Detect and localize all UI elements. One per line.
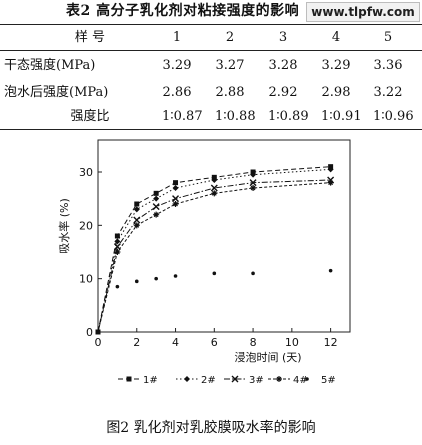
y-tick-label: 10: [79, 273, 93, 286]
x-tick-label: 10: [285, 336, 299, 349]
table-cell: 1∶0.87: [162, 109, 203, 124]
table-rule-bottom: [0, 129, 422, 130]
table-cell: 2.98: [321, 85, 351, 100]
data-point-5: [173, 274, 178, 278]
data-point-5: [115, 284, 120, 289]
table-rule-top: [0, 24, 422, 25]
legend-marker: [276, 376, 282, 382]
legend-marker: [231, 375, 239, 383]
table-header-col: 4: [331, 30, 341, 45]
table-title: 表2 高分子乳化剂对粘接强度的影响: [66, 3, 300, 19]
data-point-3: [152, 203, 160, 211]
y-tick-label: 0: [86, 326, 93, 339]
table-cell: 2.92: [268, 85, 298, 100]
data-point-4: [172, 201, 179, 207]
legend-marker: [126, 376, 132, 382]
data-point-3: [133, 216, 141, 224]
table-header-sample: 样 号: [74, 30, 106, 45]
table-cell: 3.36: [373, 58, 403, 73]
row-label-wet-strength: 泡水后强度(MPa): [4, 85, 109, 100]
table-cell: 1∶0.96: [373, 109, 414, 124]
data-point-4: [211, 190, 218, 197]
table-cell: 3.28: [268, 58, 298, 73]
plot-frame: [97, 139, 351, 333]
table-header-col: 3: [278, 30, 288, 45]
data-point-2: [133, 206, 140, 213]
table-cell: 3.22: [373, 85, 403, 100]
water-absorption-chart: 0 2 4 6 8 10 12 0 10 20 30 吸水率 (%) 浸泡时间 (天) 1# 2# 3# 4# 5…: [57, 139, 351, 386]
data-point-5: [251, 271, 255, 276]
table-cell: 2.88: [215, 85, 245, 100]
table-cell: 1∶0.88: [215, 109, 256, 124]
y-axis-label: 吸水率 (%): [57, 198, 71, 254]
y-tick-label: 30: [79, 166, 93, 179]
legend-label: 5#: [321, 375, 336, 386]
data-point-3: [172, 195, 180, 203]
table-title-bar: 表2 高分子乳化剂对粘接强度的影响: [0, 1, 422, 21]
data-point-2: [114, 238, 121, 245]
x-tick-label: 8: [250, 336, 257, 349]
data-point-2: [250, 171, 257, 178]
table-cell: 3.27: [215, 58, 245, 73]
table-cell: 3.29: [321, 58, 351, 73]
data-point-4: [114, 249, 121, 255]
legend-label: 1#: [143, 375, 158, 386]
data-point-origin: [95, 329, 101, 335]
data-point-2: [172, 185, 179, 191]
data-point-4: [133, 222, 140, 229]
x-tick-label: 12: [324, 336, 338, 349]
data-point-1: [173, 180, 179, 186]
data-point-4: [250, 185, 257, 191]
x-tick-label: 6: [211, 336, 218, 349]
series-line-1: [97, 166, 331, 333]
table-cell: 2.86: [162, 85, 192, 100]
series-line-3: [97, 179, 331, 333]
data-point-2: [153, 195, 160, 202]
figure-caption: 图2 乳化剂对乳胶膜吸水率的影响: [106, 420, 316, 436]
y-tick-label: 20: [79, 219, 93, 232]
x-axis-label: 浸泡时间 (天): [234, 350, 301, 364]
row-label-strength-ratio: 强度比: [70, 109, 110, 124]
table-header-col: 2: [225, 30, 235, 45]
legend-marker: [184, 376, 190, 382]
data-point-5: [212, 271, 217, 276]
table-cell: 3.29: [162, 58, 192, 73]
table-cell: 1∶0.89: [268, 109, 309, 124]
table-rule-header: [0, 50, 422, 51]
legend-label: 4#: [293, 375, 308, 386]
series-line-4: [97, 182, 331, 333]
data-point-1: [114, 233, 120, 239]
row-label-dry-strength: 干态强度(MPa): [4, 58, 96, 73]
data-point-3: [249, 179, 257, 187]
data-point-5: [154, 276, 158, 281]
data-point-1: [153, 190, 159, 196]
table-header-col: 5: [383, 30, 393, 45]
data-point-2: [211, 177, 218, 183]
data-point-5: [134, 279, 139, 284]
data-point-1: [134, 201, 140, 207]
data-point-4: [327, 179, 334, 186]
data-point-3: [210, 184, 218, 192]
x-tick-label: 0: [95, 336, 102, 349]
x-tick-label: 2: [133, 336, 140, 349]
data-point-4: [153, 211, 160, 218]
x-tick-label: 4: [172, 336, 179, 349]
data-point-5: [328, 268, 333, 273]
legend-label: 3#: [249, 375, 264, 386]
data-point-2: [327, 166, 334, 173]
table-cell: 1∶0.91: [321, 109, 362, 124]
watermark-badge: www.tlpfw.com: [306, 2, 420, 22]
legend-marker: [305, 377, 309, 381]
table-header-col: 1: [172, 30, 182, 45]
legend-label: 2#: [201, 375, 216, 386]
